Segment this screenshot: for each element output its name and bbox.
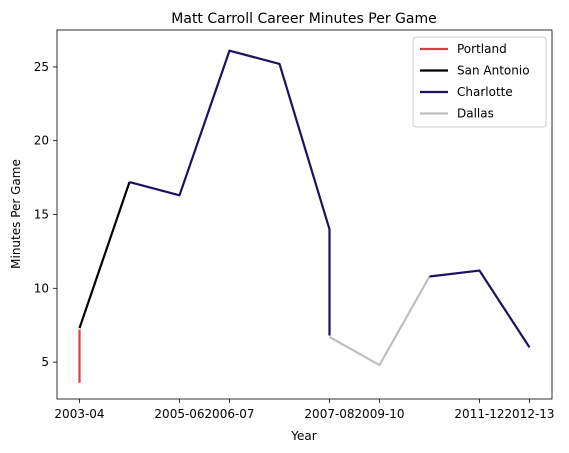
series-line-charlotte-4	[429, 269, 531, 348]
series-line-charlotte-2	[129, 49, 331, 336]
series-line-san-antonio-1	[78, 181, 131, 329]
x-tick-label: 2007-08	[304, 407, 354, 421]
x-tick-label: 2012-13	[504, 407, 554, 421]
x-tick-label: 2011-12	[454, 407, 504, 421]
chart-title: Matt Carroll Career Minutes Per Game	[171, 11, 436, 27]
y-tick-label: 10	[34, 281, 49, 295]
legend-box	[412, 36, 547, 128]
legend-label: Charlotte	[457, 85, 513, 99]
x-axis: 2003-04 2005-06 2006-07 2007-08 2009-10 2011-…	[54, 399, 555, 421]
x-tick-label: 2005-06	[154, 407, 204, 421]
series-layer	[78, 49, 531, 383]
x-axis-label: Year	[290, 429, 316, 443]
x-tick-label: 2009-10	[354, 407, 404, 421]
y-axis: 5 10 15 20 25	[34, 60, 57, 369]
y-tick-label: 15	[34, 208, 49, 222]
x-tick-label: 2006-07	[204, 407, 254, 421]
y-axis-label: Minutes Per Game	[9, 159, 23, 269]
legend-label: Dallas	[457, 107, 494, 121]
y-tick-label: 20	[34, 134, 49, 148]
x-tick-label: 2003-04	[54, 407, 104, 421]
y-tick-label: 25	[34, 60, 49, 74]
legend: Portland San Antonio Charlotte Dallas	[412, 36, 547, 128]
series-line-dallas-3	[328, 275, 431, 367]
y-tick-label: 5	[41, 355, 49, 369]
legend-label: Portland	[457, 42, 507, 56]
legend-label: San Antonio	[457, 64, 530, 78]
